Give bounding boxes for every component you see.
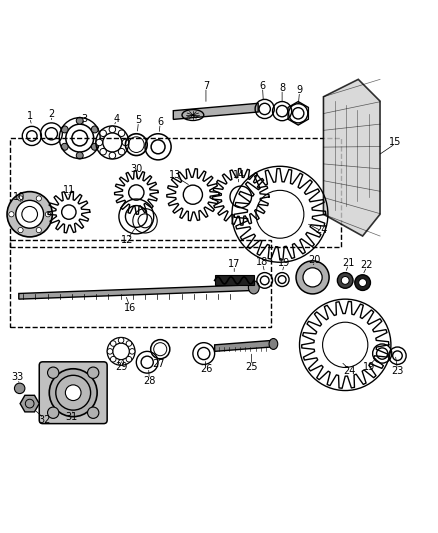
Text: 24: 24 xyxy=(343,366,356,376)
Circle shape xyxy=(122,139,129,146)
Circle shape xyxy=(56,375,91,410)
Text: 9: 9 xyxy=(297,85,303,95)
Circle shape xyxy=(118,130,125,136)
Circle shape xyxy=(100,130,106,136)
Circle shape xyxy=(7,192,52,237)
Text: 33: 33 xyxy=(12,373,24,383)
Circle shape xyxy=(126,341,132,346)
Circle shape xyxy=(16,200,44,228)
Circle shape xyxy=(36,196,42,201)
Text: 2: 2 xyxy=(48,109,55,119)
Circle shape xyxy=(118,337,124,343)
Circle shape xyxy=(296,261,329,294)
Circle shape xyxy=(118,360,124,365)
Text: 26: 26 xyxy=(200,364,212,374)
Circle shape xyxy=(118,148,125,155)
Text: 7: 7 xyxy=(203,81,209,91)
Ellipse shape xyxy=(248,281,259,294)
Circle shape xyxy=(48,407,59,418)
Text: 5: 5 xyxy=(135,115,141,125)
Text: 20: 20 xyxy=(308,255,321,265)
Circle shape xyxy=(107,349,113,354)
Text: 13: 13 xyxy=(170,170,182,180)
Circle shape xyxy=(61,143,68,150)
FancyBboxPatch shape xyxy=(39,362,107,424)
Circle shape xyxy=(59,378,88,407)
Circle shape xyxy=(126,357,132,362)
Circle shape xyxy=(110,357,116,362)
Text: 1: 1 xyxy=(27,111,33,122)
Text: 8: 8 xyxy=(279,83,285,93)
Text: 32: 32 xyxy=(38,415,50,425)
Text: 25: 25 xyxy=(245,361,258,372)
Circle shape xyxy=(88,367,99,378)
Text: 3: 3 xyxy=(81,114,87,124)
Text: 29: 29 xyxy=(115,361,127,372)
Text: 22: 22 xyxy=(361,260,373,270)
Circle shape xyxy=(76,117,83,124)
Polygon shape xyxy=(20,395,39,412)
Circle shape xyxy=(109,152,116,159)
Circle shape xyxy=(109,126,116,133)
Text: 12: 12 xyxy=(121,236,134,245)
Circle shape xyxy=(92,126,98,133)
Text: 16: 16 xyxy=(124,303,136,313)
Text: 30: 30 xyxy=(130,164,142,174)
Circle shape xyxy=(61,126,68,133)
Text: 15: 15 xyxy=(389,138,402,148)
Text: 10: 10 xyxy=(13,192,25,202)
Circle shape xyxy=(110,341,116,346)
Ellipse shape xyxy=(269,338,278,350)
Circle shape xyxy=(355,275,371,290)
Text: 17: 17 xyxy=(228,260,240,269)
Circle shape xyxy=(337,272,353,288)
Circle shape xyxy=(76,152,83,159)
Polygon shape xyxy=(19,285,254,299)
Polygon shape xyxy=(323,79,380,236)
Text: 6: 6 xyxy=(259,81,265,91)
Circle shape xyxy=(14,383,25,393)
Circle shape xyxy=(92,143,98,150)
Text: 27: 27 xyxy=(152,359,164,369)
Circle shape xyxy=(36,228,42,233)
Circle shape xyxy=(18,228,23,233)
Text: 18: 18 xyxy=(256,257,268,267)
Text: 6: 6 xyxy=(157,117,163,127)
Text: 28: 28 xyxy=(143,376,155,385)
Circle shape xyxy=(9,212,14,217)
Text: 14: 14 xyxy=(233,170,245,180)
Polygon shape xyxy=(215,341,271,351)
Circle shape xyxy=(96,139,102,146)
Text: 4: 4 xyxy=(113,114,120,124)
Circle shape xyxy=(48,367,59,378)
Text: 11: 11 xyxy=(63,185,75,195)
Text: 23: 23 xyxy=(391,366,404,376)
Text: 31: 31 xyxy=(66,411,78,422)
FancyBboxPatch shape xyxy=(215,275,254,285)
Circle shape xyxy=(341,277,349,284)
Circle shape xyxy=(65,385,81,400)
Circle shape xyxy=(49,369,97,417)
Text: 19: 19 xyxy=(363,361,375,372)
Polygon shape xyxy=(173,103,258,119)
Text: 24: 24 xyxy=(315,224,328,235)
Circle shape xyxy=(359,279,367,287)
Circle shape xyxy=(46,212,50,217)
Circle shape xyxy=(100,148,106,155)
Circle shape xyxy=(88,407,99,418)
Text: 21: 21 xyxy=(343,258,355,268)
Circle shape xyxy=(303,268,322,287)
Text: 19: 19 xyxy=(278,258,290,268)
Circle shape xyxy=(18,196,23,201)
Circle shape xyxy=(129,349,135,354)
